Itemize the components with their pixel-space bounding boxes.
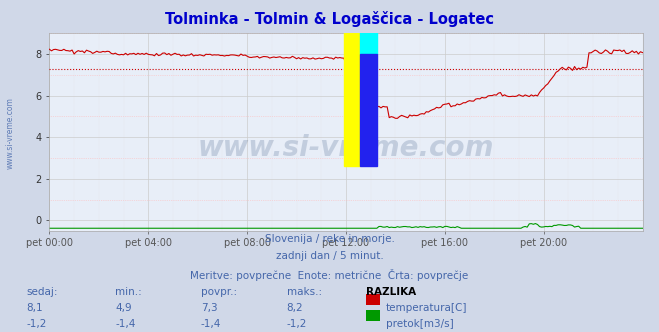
Text: -1,4: -1,4 xyxy=(201,319,221,329)
Bar xyxy=(344,0,360,166)
Text: 8,1: 8,1 xyxy=(26,303,43,313)
Text: Slovenija / reke in morje.: Slovenija / reke in morje. xyxy=(264,234,395,244)
Text: -1,2: -1,2 xyxy=(287,319,307,329)
Text: pretok[m3/s]: pretok[m3/s] xyxy=(386,319,453,329)
Text: RAZLIKA: RAZLIKA xyxy=(366,287,416,297)
Bar xyxy=(360,54,377,166)
Text: 4,9: 4,9 xyxy=(115,303,132,313)
Text: 7,3: 7,3 xyxy=(201,303,217,313)
Bar xyxy=(360,0,377,54)
Text: sedaj:: sedaj: xyxy=(26,287,58,297)
Text: temperatura[C]: temperatura[C] xyxy=(386,303,467,313)
Text: zadnji dan / 5 minut.: zadnji dan / 5 minut. xyxy=(275,251,384,261)
Text: www.si-vreme.com: www.si-vreme.com xyxy=(198,134,494,162)
Text: povpr.:: povpr.: xyxy=(201,287,237,297)
Text: -1,4: -1,4 xyxy=(115,319,136,329)
Text: -1,2: -1,2 xyxy=(26,319,47,329)
Text: 8,2: 8,2 xyxy=(287,303,303,313)
Text: www.si-vreme.com: www.si-vreme.com xyxy=(5,97,14,169)
Text: maks.:: maks.: xyxy=(287,287,322,297)
Text: Tolminka - Tolmin & Logaščica - Logatec: Tolminka - Tolmin & Logaščica - Logatec xyxy=(165,11,494,27)
Text: min.:: min.: xyxy=(115,287,142,297)
Text: Meritve: povprečne  Enote: metrične  Črta: povprečje: Meritve: povprečne Enote: metrične Črta:… xyxy=(190,269,469,281)
